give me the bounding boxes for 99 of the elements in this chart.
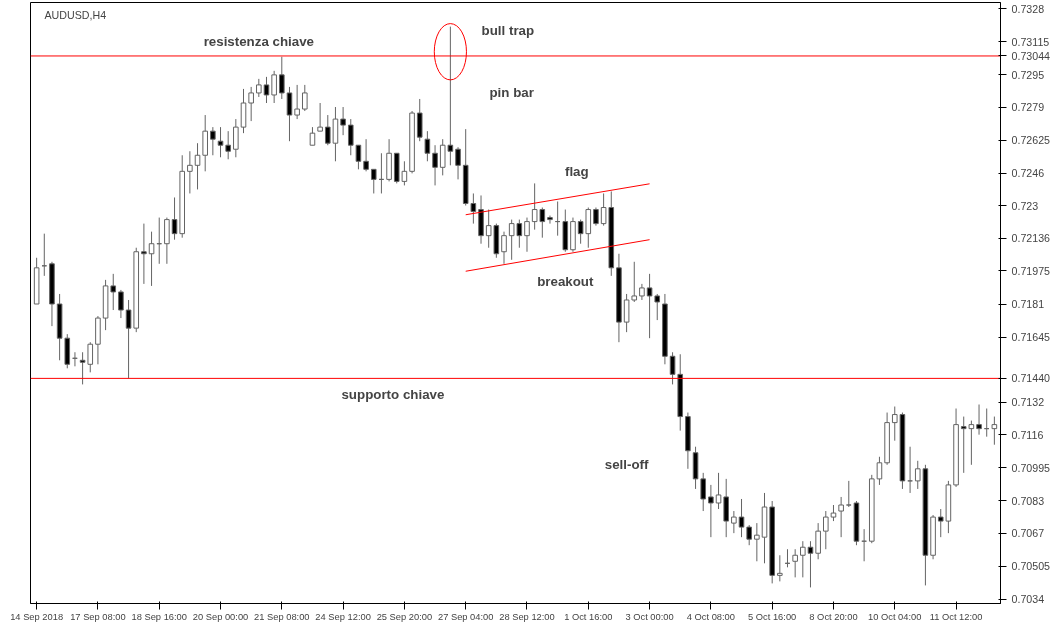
candlestick xyxy=(815,522,821,560)
candlestick xyxy=(217,126,224,158)
x-tick-label: 21 Sep 08:00 xyxy=(254,611,310,622)
x-tick-label: 27 Sep 04:00 xyxy=(437,611,494,622)
y-tick-label: 0.7067 xyxy=(1011,527,1045,540)
y-tick-label: 0.73044 xyxy=(1011,49,1051,62)
candlestick xyxy=(792,548,798,578)
candlestick xyxy=(838,496,844,538)
candlestick xyxy=(187,150,193,194)
candlestick xyxy=(286,86,293,142)
candlestick xyxy=(654,293,661,321)
y-tick-label: 0.7083 xyxy=(1011,494,1045,507)
annotation: sell-off xyxy=(604,457,649,473)
candlestick xyxy=(210,126,216,156)
candlestick xyxy=(263,76,270,104)
y-tick-label: 0.73115 xyxy=(1011,35,1050,48)
y-tick-label: 0.7116 xyxy=(1011,428,1044,441)
y-tick-label: 0.71645 xyxy=(1011,331,1051,344)
candlestick xyxy=(148,231,155,287)
annotation: breakout xyxy=(537,274,595,290)
annotation: bull trap xyxy=(481,23,535,39)
y-tick-label: 0.7181 xyxy=(1011,298,1045,311)
candlestick xyxy=(715,472,722,510)
candlestick xyxy=(248,86,254,122)
candlestick xyxy=(876,456,883,486)
y-tick-label: 0.7246 xyxy=(1011,167,1045,180)
candlestick xyxy=(846,480,852,508)
ref-line-label: supporto chiave xyxy=(341,386,445,402)
annotation: flag xyxy=(564,163,589,179)
y-tick-label: 0.72136 xyxy=(1011,232,1051,245)
y-tick-label: 0.7034 xyxy=(1011,593,1045,606)
candlestick xyxy=(118,289,124,319)
y-tick-label: 0.7132 xyxy=(1011,396,1045,409)
y-tick-label: 0.7295 xyxy=(1011,68,1045,81)
x-tick-label: 17 Sep 08:00 xyxy=(70,611,126,622)
candlestick xyxy=(171,196,178,241)
candlestick xyxy=(708,484,714,538)
candlestick xyxy=(194,142,201,190)
candlestick xyxy=(823,510,829,550)
x-tick-label: 1 Oct 16:00 xyxy=(564,611,613,622)
y-tick-label: 0.71975 xyxy=(1011,264,1051,277)
candlestick xyxy=(976,404,982,436)
candlestick xyxy=(738,498,745,538)
x-tick-label: 25 Sep 20:00 xyxy=(376,611,433,622)
candlestick xyxy=(731,510,737,534)
candlestick xyxy=(294,84,300,120)
candlestick xyxy=(631,261,638,303)
x-tick-label: 8 Oct 20:00 xyxy=(809,611,858,622)
x-tick-label: 10 Oct 04:00 xyxy=(868,611,922,622)
y-tick-label: 0.71440 xyxy=(1011,372,1051,385)
candlestick xyxy=(340,106,346,136)
x-tick-label: 18 Sep 16:00 xyxy=(131,611,187,622)
candlestick xyxy=(800,540,806,578)
candlestick xyxy=(777,554,783,582)
x-tick-label: 20 Sep 00:00 xyxy=(192,611,249,622)
x-tick-label: 11 Oct 12:00 xyxy=(929,611,983,622)
candlestick xyxy=(524,217,530,253)
candlestick xyxy=(501,231,507,265)
candlestick xyxy=(302,84,308,112)
candlestick xyxy=(279,56,285,100)
candlestick xyxy=(233,118,239,158)
y-tick-label: 0.723 xyxy=(1011,199,1039,212)
candlestick xyxy=(432,144,438,186)
x-tick-label: 14 Sep 2018 xyxy=(10,611,64,622)
y-tick-label: 0.7279 xyxy=(1011,101,1045,114)
y-tick-label: 0.72625 xyxy=(1011,134,1051,147)
candlestick xyxy=(623,293,630,333)
candlestick xyxy=(669,351,676,385)
candlestick xyxy=(807,540,814,588)
y-tick-label: 0.7328 xyxy=(1011,2,1045,15)
ref-line-label: resistenza chiave xyxy=(203,34,315,50)
candlestick xyxy=(317,102,323,132)
candlestick xyxy=(355,144,362,170)
x-tick-label: 4 Oct 08:00 xyxy=(686,611,735,622)
x-tick-label: 3 Oct 00:00 xyxy=(625,611,674,622)
candlestick xyxy=(256,78,262,98)
annotation: pin bar xyxy=(489,85,534,101)
y-tick-label: 0.70505 xyxy=(1011,560,1051,573)
candlestick xyxy=(370,168,377,194)
candlestick xyxy=(309,126,316,146)
candlestick xyxy=(746,524,752,546)
candlestick xyxy=(225,130,231,160)
candlestick xyxy=(547,215,553,225)
candlestick xyxy=(991,416,998,446)
candlestick xyxy=(646,273,653,339)
candlestick xyxy=(754,522,760,562)
candlestick xyxy=(347,118,354,156)
text: AUDUSD,H4 xyxy=(44,8,107,21)
x-tick-label: 5 Oct 16:00 xyxy=(748,611,797,622)
y-tick-label: 0.70995 xyxy=(1011,461,1051,474)
candlestick xyxy=(700,472,707,512)
candlestick xyxy=(141,223,147,285)
x-tick-label: 24 Sep 12:00 xyxy=(315,611,371,622)
candlestick xyxy=(424,130,431,162)
x-tick-label: 28 Sep 12:00 xyxy=(499,611,555,622)
candlestick xyxy=(271,70,277,104)
candlestick xyxy=(363,138,369,172)
candlestick xyxy=(455,146,461,180)
candlestick xyxy=(593,207,599,227)
